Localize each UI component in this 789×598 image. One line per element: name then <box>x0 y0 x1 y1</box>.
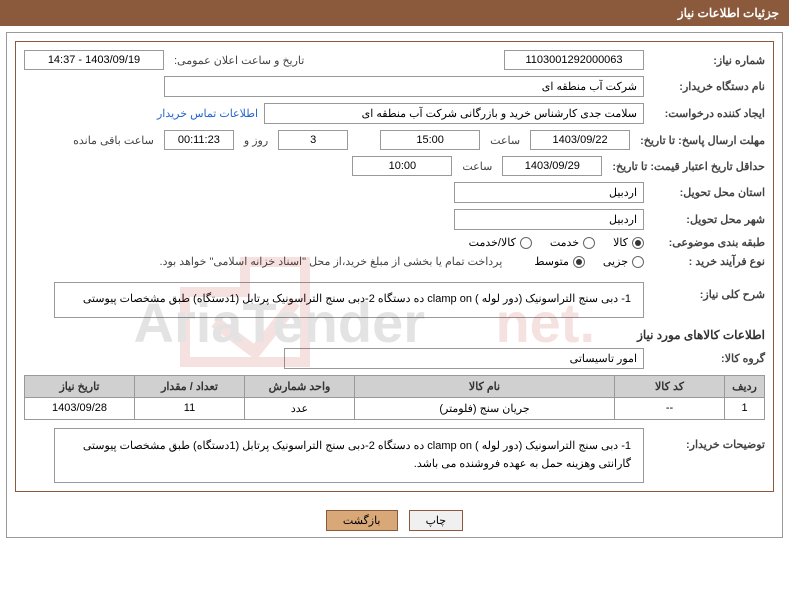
table-cell: عدد <box>245 397 355 419</box>
buyer-contact-link[interactable]: اطلاعات تماس خریدار <box>157 107 258 120</box>
back-button[interactable]: بازگشت <box>326 510 398 531</box>
days-and: روز و <box>240 134 272 147</box>
remaining-label: ساعت باقی مانده <box>69 134 158 147</box>
overview-text: 1- دبی سنج التراسونیک (دور لوله ) clamp … <box>54 282 644 318</box>
goods-section-title: اطلاعات کالاهای مورد نیاز <box>24 328 765 342</box>
city-value: اردبیل <box>454 209 644 230</box>
category-option-1[interactable]: خدمت <box>550 236 595 249</box>
table-header: واحد شمارش <box>245 375 355 397</box>
radio-label: کالا <box>613 236 628 249</box>
row-city: شهر محل تحویل: اردبیل <box>24 209 765 230</box>
goods-group-value: امور تاسیساتی <box>284 348 644 369</box>
deadline-time: 15:00 <box>380 130 480 150</box>
goods-table: ردیفکد کالانام کالاواحد شمارشتعداد / مقد… <box>24 375 765 420</box>
process-option-0[interactable]: جزیی <box>603 255 644 268</box>
row-need-number: شماره نیاز: 1103001292000063 تاریخ و ساع… <box>24 50 765 70</box>
page-title: جزئیات اطلاعات نیاز <box>678 6 779 20</box>
table-header: کد کالا <box>615 375 725 397</box>
process-option-1[interactable]: متوسط <box>534 255 585 268</box>
category-option-0[interactable]: کالا <box>613 236 644 249</box>
radio-icon <box>573 256 585 268</box>
announce-label: تاریخ و ساعت اعلان عمومی: <box>170 54 308 67</box>
deadline-label: مهلت ارسال پاسخ: تا تاریخ: <box>636 134 765 147</box>
need-no-value: 1103001292000063 <box>504 50 644 70</box>
radio-label: جزیی <box>603 255 628 268</box>
buyer-desc-label: توضیحات خریدار: <box>650 428 765 451</box>
buyer-org-label: نام دستگاه خریدار: <box>650 80 765 93</box>
table-row: 1--جریان سنج (فلومتر)عدد111403/09/28 <box>25 397 765 419</box>
print-button[interactable]: چاپ <box>409 510 464 531</box>
row-deadline: مهلت ارسال پاسخ: تا تاریخ: 1403/09/22 سا… <box>24 130 765 150</box>
validity-time: 10:00 <box>352 156 452 176</box>
time-word-1: ساعت <box>486 134 524 147</box>
details-panel: AriaTender .net شماره نیاز: 110300129200… <box>15 41 774 492</box>
row-goods-group: گروه کالا: امور تاسیساتی <box>24 348 765 369</box>
table-header: نام کالا <box>355 375 615 397</box>
row-buyer-org: نام دستگاه خریدار: شرکت آب منطقه ای <box>24 76 765 97</box>
buyer-desc-text: 1- دبی سنج التراسونیک (دور لوله ) clamp … <box>54 428 644 483</box>
radio-label: متوسط <box>534 255 569 268</box>
city-label: شهر محل تحویل: <box>650 213 765 226</box>
announce-value: 1403/09/19 - 14:37 <box>24 50 164 70</box>
outer-frame: AriaTender .net شماره نیاز: 110300129200… <box>6 32 783 538</box>
row-overview: شرح کلی نیاز: 1- دبی سنج التراسونیک (دور… <box>24 282 765 318</box>
row-buyer-desc: توضیحات خریدار: 1- دبی سنج التراسونیک (د… <box>24 428 765 483</box>
radio-icon <box>583 237 595 249</box>
validity-label: حداقل تاریخ اعتبار قیمت: تا تاریخ: <box>608 160 765 173</box>
radio-icon <box>632 256 644 268</box>
time-word-2: ساعت <box>458 160 496 173</box>
process-label: نوع فرآیند خرید : <box>650 255 765 268</box>
province-value: اردبیل <box>454 182 644 203</box>
row-process: نوع فرآیند خرید : جزیی متوسط پرداخت تمام … <box>24 255 765 268</box>
radio-icon <box>632 237 644 249</box>
table-cell: جریان سنج (فلومتر) <box>355 397 615 419</box>
table-cell: 1403/09/28 <box>25 397 135 419</box>
table-header: تعداد / مقدار <box>135 375 245 397</box>
validity-date: 1403/09/29 <box>502 156 602 176</box>
category-option-2[interactable]: کالا/خدمت <box>469 236 532 249</box>
row-category: طبقه بندی موضوعی: کالا خدمت کالا/خدمت <box>24 236 765 249</box>
days-remaining: 3 <box>278 130 348 150</box>
table-cell: 11 <box>135 397 245 419</box>
buyer-org-value: شرکت آب منطقه ای <box>164 76 644 97</box>
table-header: ردیف <box>725 375 765 397</box>
radio-icon <box>520 237 532 249</box>
deadline-date: 1403/09/22 <box>530 130 630 150</box>
goods-group-label: گروه کالا: <box>650 352 765 365</box>
row-requester: ایجاد کننده درخواست: سلامت جدی کارشناس خ… <box>24 103 765 124</box>
row-validity: حداقل تاریخ اعتبار قیمت: تا تاریخ: 1403/… <box>24 156 765 176</box>
table-cell: -- <box>615 397 725 419</box>
category-label: طبقه بندی موضوعی: <box>650 236 765 249</box>
process-radio-group: جزیی متوسط <box>534 255 644 268</box>
requester-value: سلامت جدی کارشناس خرید و بازرگانی شرکت آ… <box>264 103 644 124</box>
table-cell: 1 <box>725 397 765 419</box>
row-province: استان محل تحویل: اردبیل <box>24 182 765 203</box>
page-header: جزئیات اطلاعات نیاز <box>0 0 789 26</box>
payment-note: پرداخت تمام یا بخشی از مبلغ خرید،از محل … <box>160 255 503 268</box>
need-no-label: شماره نیاز: <box>650 54 765 67</box>
button-row: چاپ بازگشت <box>7 500 782 537</box>
province-label: استان محل تحویل: <box>650 186 765 199</box>
table-header: تاریخ نیاز <box>25 375 135 397</box>
overview-label: شرح کلی نیاز: <box>650 282 765 301</box>
countdown: 00:11:23 <box>164 130 234 150</box>
radio-label: کالا/خدمت <box>469 236 516 249</box>
category-radio-group: کالا خدمت کالا/خدمت <box>469 236 644 249</box>
requester-label: ایجاد کننده درخواست: <box>650 107 765 120</box>
radio-label: خدمت <box>550 236 579 249</box>
